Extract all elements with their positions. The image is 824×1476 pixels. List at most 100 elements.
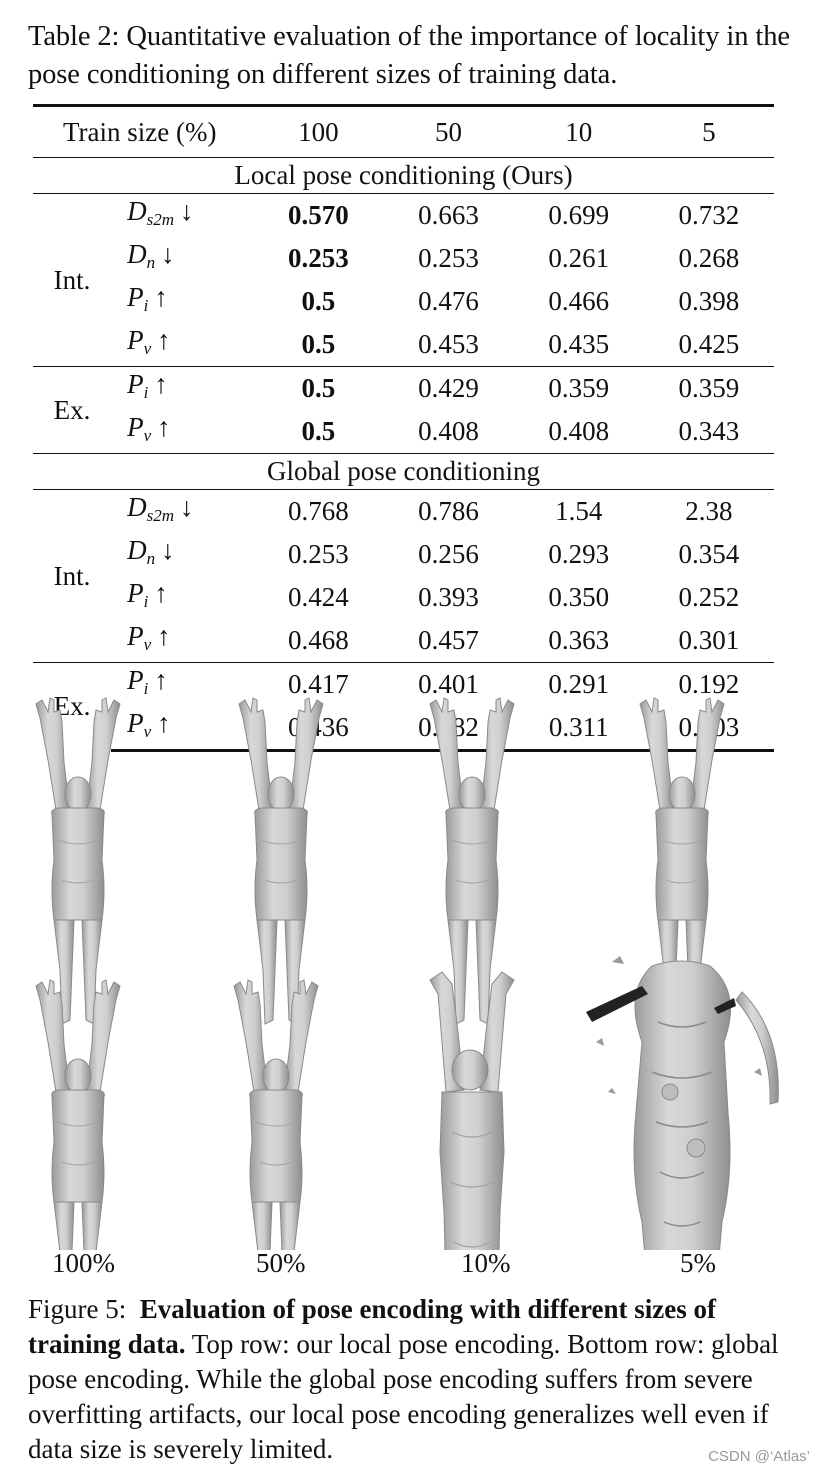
metric-subscript: v bbox=[143, 426, 152, 445]
label-50: 50% bbox=[256, 1248, 306, 1278]
value-cell: 0.393 bbox=[418, 582, 479, 612]
value-cell: 0.5 bbox=[301, 329, 336, 359]
value-cell: 0.408 bbox=[418, 416, 479, 446]
metric-cell: Dn ↓ bbox=[111, 533, 253, 576]
metric-symbol: D bbox=[127, 239, 147, 269]
figure-caption-bold: Evaluation of pose encoding with differe… bbox=[28, 1294, 717, 1359]
metric-symbol: D bbox=[127, 492, 147, 522]
value-cell: 0.699 bbox=[513, 193, 644, 237]
table-row: Pi ↑ 0.424 0.393 0.350 0.252 bbox=[33, 576, 774, 619]
value-cell: 0.398 bbox=[678, 286, 740, 316]
render-local-50 bbox=[238, 697, 324, 1025]
value-cell: 0.425 bbox=[678, 329, 740, 359]
metric-cell: Pi ↑ bbox=[111, 280, 253, 323]
table-header-row: Train size (%) 100 50 10 5 bbox=[33, 104, 774, 158]
metric-arrow: ↑ bbox=[157, 708, 171, 738]
value-cell: 0.268 bbox=[678, 243, 740, 273]
metric-cell: Ds2m ↓ bbox=[111, 193, 254, 237]
table-row: Pv ↑ 0.5 0.408 0.408 0.343 bbox=[33, 410, 774, 454]
value-cell: 0.291 bbox=[513, 662, 644, 706]
value-cell: 0.252 bbox=[678, 582, 740, 612]
value-cell: 0.468 bbox=[287, 625, 349, 655]
metric-subscript: i bbox=[143, 383, 149, 402]
metric-symbol: D bbox=[127, 196, 147, 226]
value-cell: 0.786 bbox=[383, 489, 514, 533]
metric-symbol: P bbox=[127, 665, 144, 695]
metric-arrow: ↑ bbox=[154, 665, 168, 695]
metric-subscript: n bbox=[146, 253, 156, 272]
results-table: Train size (%) 100 50 10 5 Local pose co… bbox=[33, 104, 774, 752]
value-cell: 0.408 bbox=[548, 416, 610, 446]
metric-cell: Pi ↑ bbox=[111, 576, 253, 619]
table-row: Int. Ds2m ↓ 0.570 0.663 0.699 0.732 bbox=[33, 193, 774, 367]
table-row: Int. Ds2m ↓ 0.768 0.786 1.54 2.38 bbox=[33, 489, 774, 663]
metric-subscript: s2m bbox=[146, 506, 174, 525]
value-cell: 0.417 bbox=[253, 662, 384, 706]
section-title: Global pose conditioning bbox=[33, 453, 774, 490]
value-cell: 0.435 bbox=[548, 329, 610, 359]
metric-arrow: ↑ bbox=[157, 325, 171, 355]
metric-symbol: P bbox=[127, 708, 144, 738]
value-cell: 0.5 bbox=[301, 286, 336, 316]
watermark: CSDN @‘Atlas’ bbox=[708, 1448, 810, 1465]
render-global-50 bbox=[233, 979, 319, 1250]
value-cell: 0.424 bbox=[287, 582, 349, 612]
metric-arrow: ↑ bbox=[154, 578, 168, 608]
metric-symbol: P bbox=[127, 412, 144, 442]
value-cell: 2.38 bbox=[643, 489, 774, 533]
col-header-100: 100 bbox=[253, 104, 384, 158]
group-label: Int. bbox=[33, 193, 112, 367]
value-cell: 0.457 bbox=[418, 625, 479, 655]
metric-arrow: ↓ bbox=[161, 535, 175, 565]
col-header-5: 5 bbox=[643, 104, 774, 158]
table-row: Ex. Pi ↑ 0.417 0.401 0.291 0.192 bbox=[33, 662, 774, 751]
value-cell: 0.363 bbox=[548, 625, 610, 655]
metric-symbol: P bbox=[127, 282, 144, 312]
value-cell: 0.350 bbox=[548, 582, 610, 612]
value-cell: 0.466 bbox=[548, 286, 610, 316]
metric-symbol: P bbox=[127, 621, 144, 651]
value-cell: 0.732 bbox=[643, 193, 774, 237]
figure-caption-prefix: Figure 5: bbox=[28, 1294, 127, 1324]
section-title-row: Global pose conditioning bbox=[33, 453, 774, 490]
value-cell: 0.343 bbox=[678, 416, 740, 446]
metric-subscript: s2m bbox=[146, 210, 174, 229]
table-row: Pi ↑ 0.5 0.476 0.466 0.398 bbox=[33, 280, 774, 323]
value-cell: 0.663 bbox=[383, 193, 514, 237]
table-row: Dn ↓ 0.253 0.256 0.293 0.354 bbox=[33, 533, 774, 576]
metric-symbol: P bbox=[127, 325, 144, 355]
metric-subscript: v bbox=[143, 339, 152, 358]
train-size-header: Train size (%) bbox=[33, 104, 254, 158]
metric-symbol: D bbox=[127, 535, 147, 565]
metric-symbol: P bbox=[127, 578, 144, 608]
metric-cell: Pv ↑ bbox=[111, 323, 253, 367]
table-row: Dn ↓ 0.253 0.253 0.261 0.268 bbox=[33, 237, 774, 280]
metric-arrow: ↑ bbox=[157, 412, 171, 442]
value-cell: 0.401 bbox=[383, 662, 514, 706]
value-cell: 0.5 bbox=[301, 416, 336, 446]
value-cell: 0.476 bbox=[418, 286, 479, 316]
value-cell: 0.253 bbox=[418, 243, 479, 273]
label-10: 10% bbox=[461, 1248, 511, 1278]
metric-cell: Pi ↑ bbox=[111, 366, 254, 410]
metric-arrow: ↑ bbox=[154, 282, 168, 312]
value-cell: 1.54 bbox=[513, 489, 644, 533]
value-cell: 0.311 bbox=[513, 706, 644, 752]
table-caption: Table 2: Quantitative evaluation of the … bbox=[28, 21, 790, 90]
render-global-100 bbox=[35, 979, 121, 1250]
value-cell: 0.570 bbox=[253, 193, 384, 237]
value-cell: 0.253 bbox=[287, 539, 349, 569]
value-cell: 0.453 bbox=[418, 329, 479, 359]
metric-arrow: ↑ bbox=[157, 621, 171, 651]
metric-subscript: v bbox=[143, 722, 152, 741]
value-cell: 0.261 bbox=[548, 243, 610, 273]
value-cell: 0.359 bbox=[513, 366, 644, 410]
metric-subscript: i bbox=[143, 592, 149, 611]
col-header-10: 10 bbox=[513, 104, 644, 158]
group-label: Int. bbox=[33, 489, 112, 663]
col-header-50: 50 bbox=[383, 104, 514, 158]
metric-cell: Ds2m ↓ bbox=[111, 489, 254, 533]
metric-cell: Dn ↓ bbox=[111, 237, 253, 280]
metric-cell: Pv ↑ bbox=[111, 706, 254, 752]
